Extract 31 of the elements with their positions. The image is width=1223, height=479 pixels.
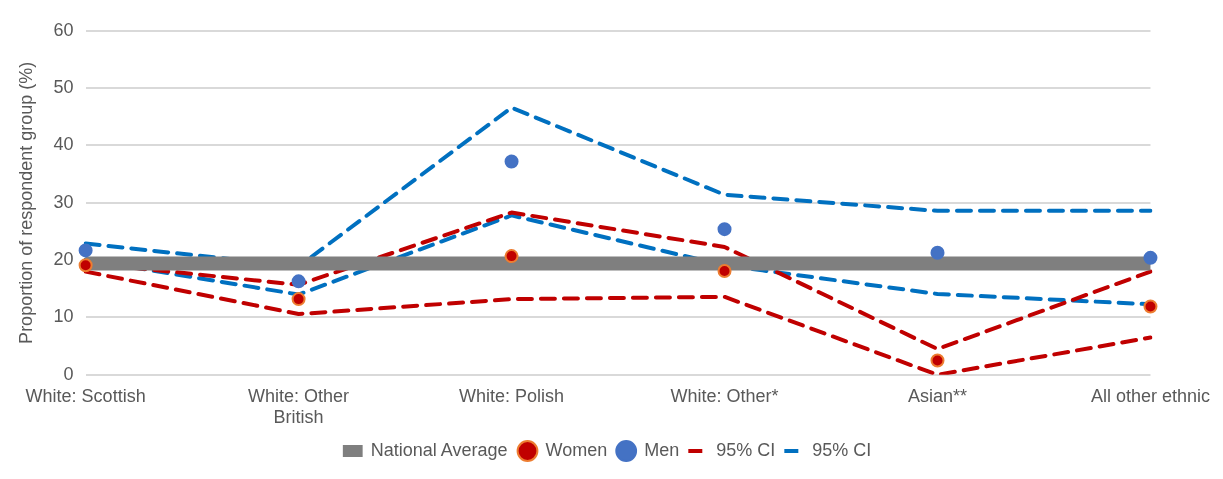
x-tick-label: Asian** [907,385,968,406]
y-tick-label: 40 [53,134,74,155]
x-tick-label: White: Other* [670,385,779,406]
point [291,274,306,289]
point [291,292,306,307]
point [504,249,519,264]
y-axis-title: Proportion of respondent group (%) [15,61,36,344]
y-tick-label: 50 [53,77,74,98]
point [717,264,732,279]
point [504,154,519,169]
point [930,353,945,368]
point [717,222,732,237]
legend-label: National Average [370,439,508,460]
point [78,243,93,258]
x-tick-label: White: Polish [459,385,565,406]
x-tick-label: White: Scottish [25,385,146,406]
y-tick-label: 30 [53,191,74,212]
legend-label: Women [545,439,608,460]
y-tick-label: 0 [63,363,74,384]
point [1143,250,1158,265]
legend-label: Men [644,439,680,460]
legend-label: 95% CI [716,439,776,460]
x-tick-label: All other ethnic [1090,385,1211,406]
point [1143,299,1158,314]
point [930,245,945,260]
legend-label: 95% CI [812,439,872,460]
y-tick-label: 20 [53,249,74,270]
x-tick-label: White: Other British [248,385,350,428]
y-tick-label: 60 [53,19,74,40]
point [78,258,93,273]
y-tick-label: 10 [53,306,74,327]
